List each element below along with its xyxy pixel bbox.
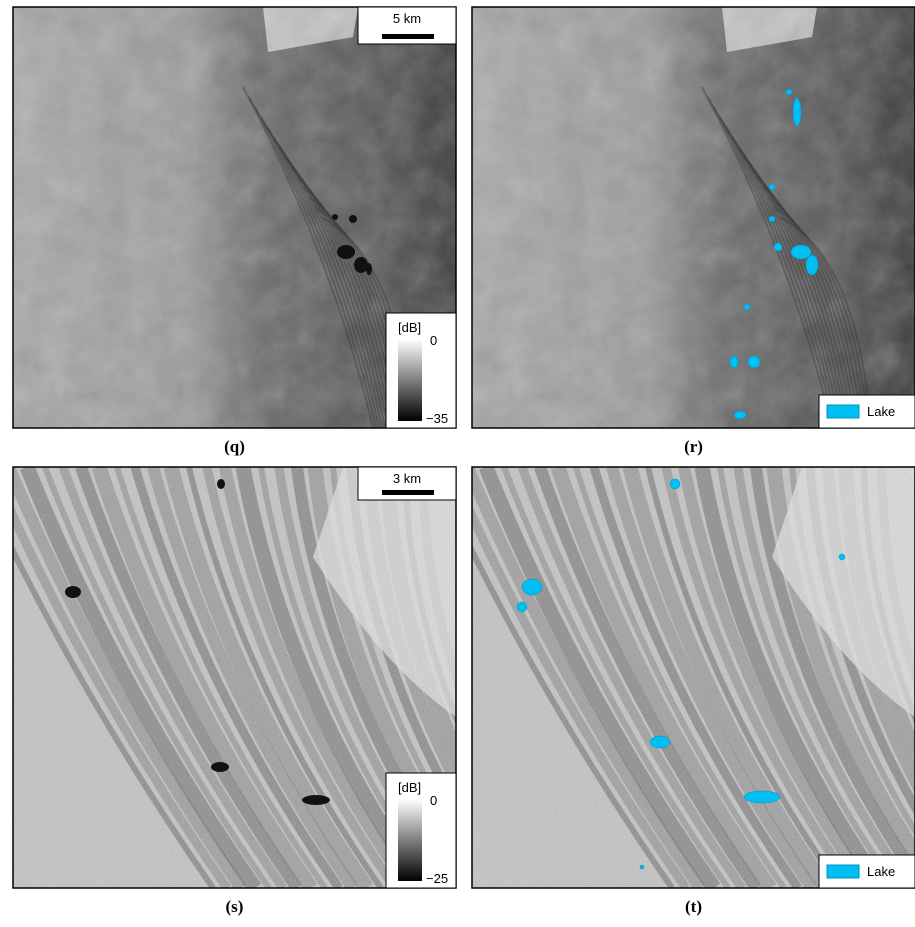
dark-spot (366, 263, 372, 275)
colorbar-unit: [dB] (398, 320, 421, 335)
sar-image (432, 467, 915, 888)
scale-label: 5 km (393, 11, 421, 26)
figure: 5 km [dB] 0 −35 (q) Lake (r) 3 km [dB] 0 −25 (s) Lak… (0, 0, 915, 927)
colorbar (398, 799, 422, 881)
colorbar (398, 339, 422, 421)
texture (472, 467, 915, 888)
panel-label: (s) (226, 897, 244, 916)
colorbar-max: 0 (430, 793, 437, 808)
dark-spot (217, 479, 225, 489)
lake (522, 579, 542, 595)
scale-bar (382, 34, 434, 39)
panel: Lake (472, 7, 915, 428)
panel: Lake (432, 467, 915, 888)
lake (839, 554, 845, 560)
dark-spot (332, 214, 338, 220)
dark-spot (337, 245, 355, 259)
colorbar-unit: [dB] (398, 780, 421, 795)
lake (769, 216, 775, 222)
lake (744, 304, 750, 310)
lake (748, 356, 760, 368)
scale-label: 3 km (393, 471, 421, 486)
legend-label: Lake (867, 864, 895, 879)
lake (791, 245, 811, 259)
scale-bar (382, 490, 434, 495)
lake (650, 736, 670, 748)
sar-image (472, 7, 915, 428)
lake (786, 89, 792, 95)
dark-spot (349, 215, 357, 223)
colorbar-min: −25 (426, 871, 448, 886)
panel-label: (r) (684, 437, 703, 456)
lake (769, 184, 775, 190)
lake (640, 865, 644, 869)
colorbar-max: 0 (430, 333, 437, 348)
dark-spot (65, 586, 81, 598)
lake (744, 791, 780, 803)
dark-spot (354, 257, 368, 273)
legend-label: Lake (867, 404, 895, 419)
lake (730, 356, 738, 368)
lake (734, 411, 746, 419)
lake (774, 243, 782, 251)
legend-swatch (827, 865, 859, 878)
legend-swatch (827, 405, 859, 418)
lake (793, 98, 801, 126)
lake (670, 479, 680, 489)
lake (806, 255, 818, 275)
lake (517, 602, 527, 612)
panel: 5 km [dB] 0 −35 (13, 7, 456, 428)
dark-spot (211, 762, 229, 772)
dark-spot (302, 795, 330, 805)
panel-label: (q) (224, 437, 245, 456)
panel-label: (t) (685, 897, 702, 916)
colorbar-min: −35 (426, 411, 448, 426)
